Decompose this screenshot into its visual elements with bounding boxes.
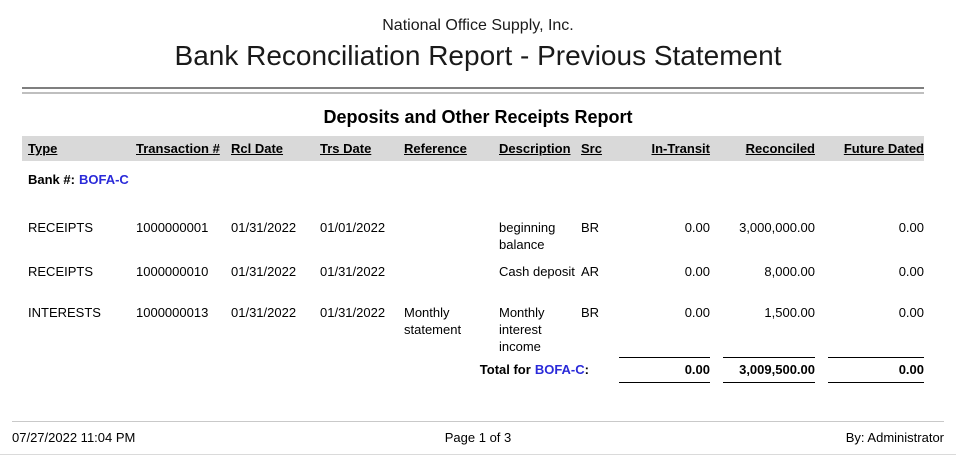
company-name: National Office Supply, Inc. [382,17,574,34]
cell-future-dated: 0.00 [898,220,924,235]
cell-rcl-date: 01/31/2022 [231,220,297,235]
total-reconciled: 3,009,500.00 [723,357,815,383]
col-header-type: Type [22,136,136,161]
cell-trs-date: 01/31/2022 [320,264,386,279]
cell-reference [404,263,499,304]
cell-trs-date: 01/31/2022 [320,305,386,320]
bank-number-row: Bank #: BOFA-C [22,161,924,219]
bottom-border-line [0,454,956,455]
bank-number-value: BOFA-C [78,172,129,187]
cell-reconciled: 3,000,000.00 [739,220,815,235]
table-row: RECEIPTS 1000000001 01/31/2022 01/01/202… [22,219,924,263]
report-title: Bank Reconciliation Report - Previous St… [174,40,782,71]
total-in-transit: 0.00 [619,357,710,383]
table-header-row: Type Transaction # Rcl Date Trs Date Ref… [22,136,924,161]
cell-future-dated: 0.00 [898,264,924,279]
total-bank-value: BOFA-C [534,362,585,377]
col-header-reference: Reference [404,136,499,161]
total-label: Total for BOFA-C: [22,357,617,383]
cell-type: RECEIPTS [28,264,94,279]
cell-src: BR [581,220,600,235]
cell-type: RECEIPTS [28,220,94,235]
col-header-trs-date: Trs Date [320,136,404,161]
receipts-table: Type Transaction # Rcl Date Trs Date Ref… [22,136,924,383]
cell-transaction: 1000000013 [136,305,209,320]
cell-in-transit: 0.00 [684,305,710,320]
total-future-dated-cell: 0.00 [815,357,924,383]
total-label-prefix: Total for [479,362,531,377]
cell-in-transit: 0.00 [684,264,710,279]
bank-number-label: Bank #: [28,172,75,187]
cell-type: INTERESTS [28,305,101,320]
cell-in-transit: 0.00 [684,220,710,235]
cell-reference [404,219,499,263]
total-reconciled-cell: 3,009,500.00 [710,357,815,383]
cell-trs-date: 01/01/2022 [320,220,386,235]
cell-description: Cash deposit [499,264,575,279]
cell-reference: Monthly statement [404,305,462,337]
divider-dark-rule [22,87,924,89]
page-footer: 07/27/2022 11:04 PM Page 1 of 3 By: Admi… [12,421,944,445]
table-row: RECEIPTS 1000000010 01/31/2022 01/31/202… [22,263,924,304]
col-header-reconciled: Reconciled [710,136,815,161]
table-row: INTERESTS 1000000013 01/31/2022 01/31/20… [22,304,924,357]
col-header-src: Src [581,136,617,161]
divider-light-rule [22,92,924,94]
col-header-rcl-date: Rcl Date [231,136,320,161]
cell-transaction: 1000000010 [136,264,209,279]
cell-reconciled: 8,000.00 [764,264,815,279]
header-divider [22,87,924,94]
col-header-transaction: Transaction # [136,136,231,161]
total-future-dated: 0.00 [828,357,924,383]
cell-src: BR [581,305,600,320]
cell-description: beginning balance [499,220,556,252]
cell-rcl-date: 01/31/2022 [231,305,297,320]
footer-datetime: 07/27/2022 11:04 PM [12,430,136,445]
cell-reconciled: 1,500.00 [764,305,815,320]
footer-printed-by: By: Administrator [845,430,945,445]
cell-src: AR [581,264,600,279]
cell-transaction: 1000000001 [136,220,209,235]
col-header-future-dated: Future Dated [815,136,924,161]
total-in-transit-cell: 0.00 [617,357,710,383]
col-header-description: Description [499,136,581,161]
section-title: Deposits and Other Receipts Report [323,107,633,127]
cell-rcl-date: 01/31/2022 [231,264,297,279]
cell-future-dated: 0.00 [898,305,924,320]
total-label-suffix: : [584,362,589,377]
col-header-in-transit: In-Transit [617,136,710,161]
cell-description: Monthly interest income [499,305,545,354]
total-row: Total for BOFA-C: 0.00 3,009,500.00 0.00 [22,357,924,383]
footer-page-number: Page 1 of 3 [444,430,512,445]
